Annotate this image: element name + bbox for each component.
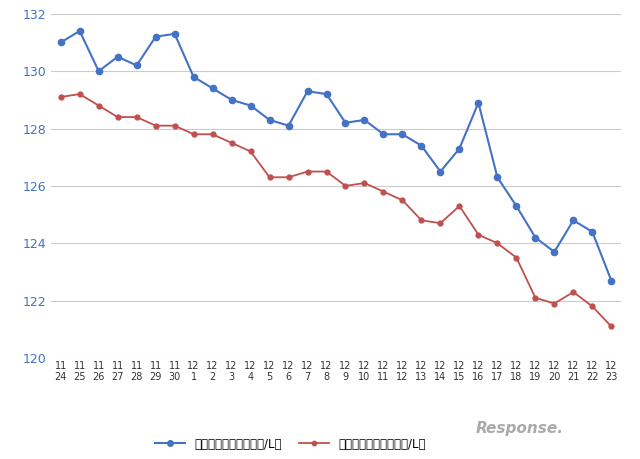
ハイオク看板価格（円/L） <box>456 146 463 151</box>
ハイオク看板価格（円/L） <box>323 91 330 97</box>
ハイオク実売価格（円/L） <box>550 301 558 306</box>
ハイオク実売価格（円/L） <box>493 241 501 246</box>
ハイオク実売価格（円/L） <box>323 169 330 174</box>
ハイオク看板価格（円/L） <box>95 68 102 74</box>
ハイオク看板価格（円/L） <box>436 169 444 174</box>
ハイオク実売価格（円/L） <box>456 203 463 209</box>
ハイオク看板価格（円/L） <box>513 203 520 209</box>
ハイオク看板価格（円/L） <box>570 218 577 223</box>
ハイオク実売価格（円/L） <box>380 189 387 195</box>
ハイオク実売価格（円/L） <box>228 140 236 146</box>
ハイオク実売価格（円/L） <box>417 218 425 223</box>
ハイオク実売価格（円/L） <box>474 232 483 237</box>
ハイオク実売価格（円/L） <box>76 91 83 97</box>
ハイオク実売価格（円/L） <box>152 123 159 129</box>
ハイオク実売価格（円/L） <box>189 132 197 137</box>
ハイオク看板価格（円/L） <box>228 97 236 102</box>
ハイオク看板価格（円/L） <box>57 39 65 45</box>
ハイオク実売価格（円/L） <box>57 94 65 100</box>
ハイオク看板価格（円/L） <box>607 278 615 283</box>
ハイオク看板価格（円/L） <box>380 132 387 137</box>
ハイオク実売価格（円/L） <box>589 304 596 309</box>
ハイオク看板価格（円/L） <box>342 120 349 126</box>
Line: ハイオク実売価格（円/L）: ハイオク実売価格（円/L） <box>58 92 614 329</box>
ハイオク実売価格（円/L） <box>303 169 311 174</box>
ハイオク看板価格（円/L） <box>76 28 83 34</box>
ハイオク実売価格（円/L） <box>246 149 254 154</box>
ハイオク実売価格（円/L） <box>95 103 102 108</box>
ハイオク看板価格（円/L） <box>209 85 216 91</box>
ハイオク実売価格（円/L） <box>209 132 216 137</box>
ハイオク看板価格（円/L） <box>589 229 596 235</box>
ハイオク看板価格（円/L） <box>133 63 141 68</box>
ハイオク看板価格（円/L） <box>474 100 483 106</box>
ハイオク看板価格（円/L） <box>266 117 273 123</box>
ハイオク実売価格（円/L） <box>114 114 122 120</box>
ハイオク実売価格（円/L） <box>531 295 539 301</box>
ハイオク看板価格（円/L） <box>531 235 539 240</box>
ハイオク看板価格（円/L） <box>246 103 254 108</box>
ハイオク実売価格（円/L） <box>266 174 273 180</box>
ハイオク看板価格（円/L） <box>285 123 292 129</box>
ハイオク看板価格（円/L） <box>303 89 311 94</box>
ハイオク看板価格（円/L） <box>189 74 197 79</box>
ハイオク看板価格（円/L） <box>171 31 179 37</box>
Text: Response.: Response. <box>476 421 563 436</box>
ハイオク実売価格（円/L） <box>570 289 577 295</box>
ハイオク実売価格（円/L） <box>285 174 292 180</box>
ハイオク看板価格（円/L） <box>361 117 369 123</box>
ハイオク実売価格（円/L） <box>361 180 369 186</box>
ハイオク実売価格（円/L） <box>513 255 520 260</box>
Line: ハイオク看板価格（円/L）: ハイオク看板価格（円/L） <box>58 28 614 284</box>
ハイオク看板価格（円/L） <box>152 34 159 39</box>
ハイオク実売価格（円/L） <box>171 123 179 129</box>
ハイオク看板価格（円/L） <box>399 132 406 137</box>
ハイオク看板価格（円/L） <box>114 54 122 60</box>
ハイオク実売価格（円/L） <box>399 197 406 203</box>
ハイオク実売価格（円/L） <box>133 114 141 120</box>
ハイオク看板価格（円/L） <box>417 143 425 148</box>
Legend: ハイオク看板価格（円/L）, ハイオク実売価格（円/L）: ハイオク看板価格（円/L）, ハイオク実売価格（円/L） <box>150 433 431 455</box>
ハイオク実売価格（円/L） <box>607 324 615 329</box>
ハイオク看板価格（円/L） <box>550 249 558 255</box>
ハイオク実売価格（円/L） <box>436 220 444 226</box>
ハイオク実売価格（円/L） <box>342 183 349 189</box>
ハイオク看板価格（円/L） <box>493 174 501 180</box>
